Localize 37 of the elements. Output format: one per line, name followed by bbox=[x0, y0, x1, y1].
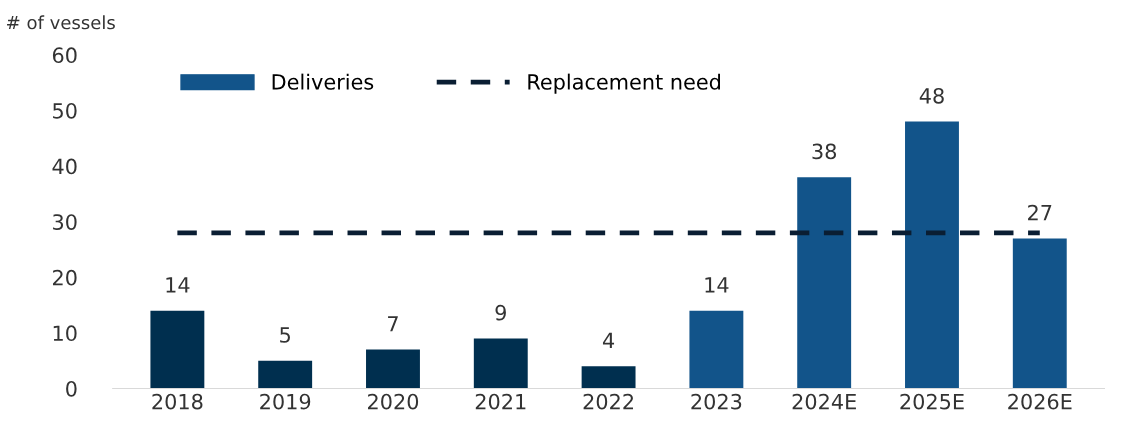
bar bbox=[905, 121, 959, 389]
y-tick-label: 20 bbox=[52, 269, 77, 286]
y-tick-label: 30 bbox=[53, 214, 77, 230]
y-tick-label: 10 bbox=[53, 325, 77, 342]
data-label: 27 bbox=[1028, 204, 1052, 221]
data-label: 9 bbox=[495, 304, 506, 321]
y-tick-label: 60 bbox=[52, 47, 77, 64]
x-tick-label: 2018 bbox=[152, 393, 203, 410]
bar bbox=[258, 360, 313, 389]
data-label: 38 bbox=[812, 143, 837, 160]
data-label: 14 bbox=[166, 277, 190, 293]
data-label: 5 bbox=[280, 327, 290, 343]
bar bbox=[1012, 238, 1067, 389]
y-tick-label: 50 bbox=[53, 102, 77, 119]
bar bbox=[473, 338, 528, 389]
y-tick-label: 40 bbox=[52, 158, 77, 175]
x-tick-label: 2022 bbox=[583, 393, 633, 410]
x-tick-label: 2026E bbox=[1008, 393, 1072, 410]
bar bbox=[366, 349, 420, 389]
x-tick-label: 2020 bbox=[368, 393, 419, 410]
bar bbox=[581, 366, 636, 389]
bar bbox=[689, 310, 744, 389]
bar bbox=[150, 310, 205, 389]
legend-label: Deliveries bbox=[272, 73, 374, 90]
x-tick-label: 2025E bbox=[900, 393, 964, 410]
x-tick-label: 2021 bbox=[475, 393, 526, 410]
x-tick-label: 2023 bbox=[691, 393, 742, 410]
data-label: 7 bbox=[388, 316, 398, 332]
y-axis-title: # of vessels bbox=[7, 15, 115, 30]
data-label: 48 bbox=[919, 87, 944, 104]
legend-label: Replacement need bbox=[528, 73, 720, 94]
data-label: 4 bbox=[602, 332, 615, 349]
data-label: 14 bbox=[705, 277, 729, 293]
x-tick-label: 2024E bbox=[792, 393, 856, 410]
y-tick-label: 0 bbox=[66, 380, 77, 397]
x-tick-label: 2019 bbox=[260, 393, 311, 410]
bar bbox=[797, 177, 852, 389]
